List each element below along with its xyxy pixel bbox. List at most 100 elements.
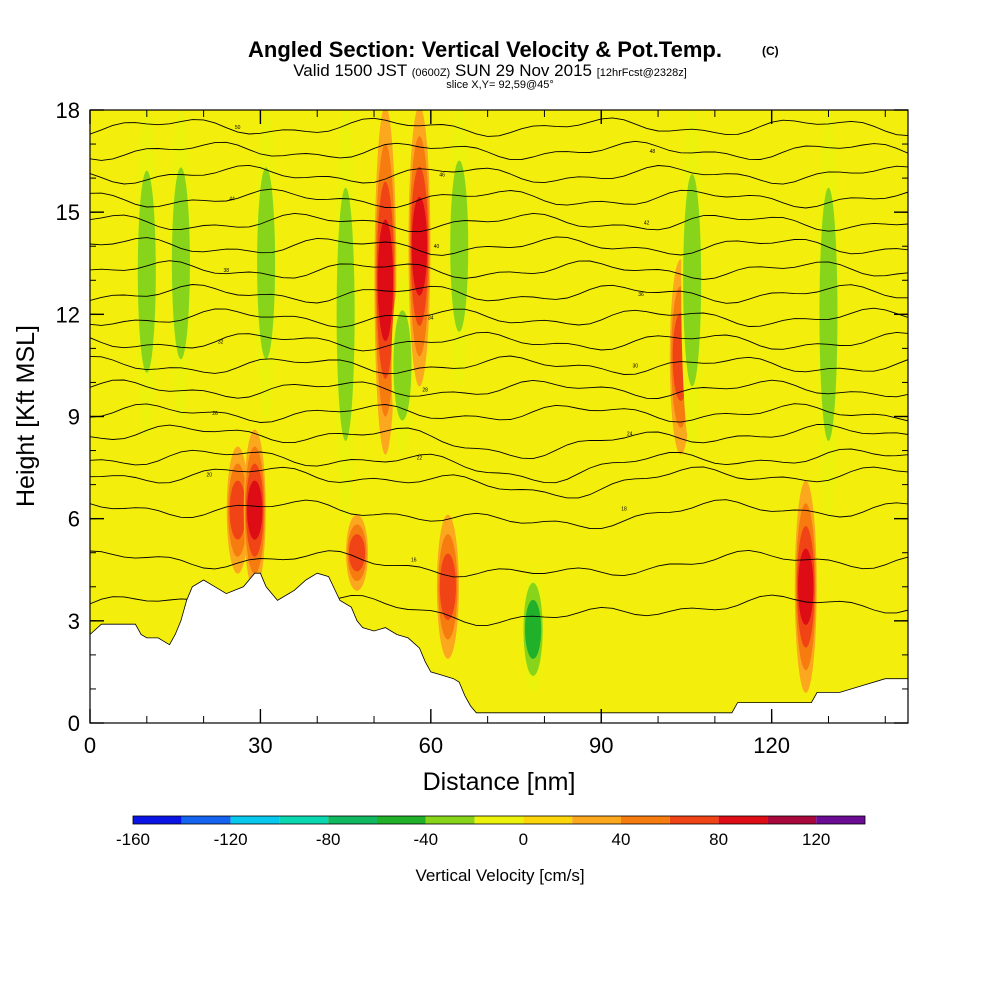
theta-contour bbox=[90, 355, 908, 375]
colorbar-swatch bbox=[328, 816, 377, 824]
theta-contour-label: 16 bbox=[411, 558, 417, 564]
velocity-cell bbox=[683, 174, 702, 387]
velocity-cell bbox=[257, 167, 276, 360]
colorbar-swatch bbox=[767, 816, 817, 824]
colorbar-swatch bbox=[816, 816, 865, 824]
colorbar-tick-label: -160 bbox=[116, 830, 150, 849]
chart-title: Angled Section: Vertical Velocity & Pot.… bbox=[248, 37, 722, 62]
colorbar-swatch bbox=[181, 816, 231, 824]
colorbar-swatch bbox=[718, 816, 768, 824]
theta-contour bbox=[90, 164, 908, 185]
chart-title-unit: (C) bbox=[762, 44, 779, 58]
theta-contour-label: 20 bbox=[207, 472, 213, 478]
y-tick-label: 3 bbox=[68, 609, 80, 634]
theta-contour bbox=[90, 212, 908, 233]
velocity-cell bbox=[819, 187, 838, 441]
velocity-cell bbox=[229, 480, 246, 540]
theta-contour bbox=[90, 403, 908, 423]
subtitle-fcst: [12hrFcst@2328z] bbox=[597, 67, 687, 79]
theta-contour-label: 44 bbox=[229, 197, 235, 203]
theta-contour-label: 22 bbox=[417, 455, 423, 461]
theta-contour bbox=[90, 140, 908, 161]
velocity-cell bbox=[348, 534, 366, 572]
velocity-cell bbox=[171, 167, 190, 360]
colorbar-ticks: -160 -120 -80 -40 0 40 80 120 bbox=[116, 830, 830, 849]
theta-contour-label: 32 bbox=[218, 340, 224, 346]
x-axis: 0 30 60 90 120 bbox=[84, 110, 886, 758]
velocity-cell bbox=[450, 160, 469, 332]
colorbar-swatch bbox=[133, 816, 182, 824]
x-tick-label: 0 bbox=[84, 733, 96, 758]
theta-contour bbox=[90, 260, 908, 280]
theta-contour-label: 48 bbox=[650, 149, 656, 155]
velocity-cell bbox=[377, 219, 394, 342]
colorbar-tick-label: 120 bbox=[802, 830, 830, 849]
theta-contour bbox=[90, 499, 908, 530]
velocity-cell bbox=[137, 170, 156, 373]
theta-contour-label: 46 bbox=[439, 173, 445, 179]
velocity-cell bbox=[336, 187, 355, 441]
colorbar-swatch bbox=[572, 816, 621, 824]
subtitle-utc: (0600Z) bbox=[412, 67, 451, 79]
chart-subtitle: Valid 1500 JST (0600Z) SUN 29 Nov 2015 [… bbox=[293, 61, 687, 80]
x-tick-label: 120 bbox=[753, 733, 790, 758]
x-axis-label: Distance [nm] bbox=[423, 768, 576, 796]
colorbar-swatch bbox=[474, 816, 524, 824]
theta-contour bbox=[90, 549, 908, 578]
theta-contour-label: 18 bbox=[621, 507, 627, 513]
theta-contour bbox=[90, 188, 908, 209]
theta-contour-label: 34 bbox=[428, 316, 434, 322]
vertical-velocity-field bbox=[135, 110, 840, 693]
y-tick-label: 9 bbox=[68, 405, 80, 430]
colorbar-label: Vertical Velocity [cm/s] bbox=[415, 866, 584, 885]
velocity-cell bbox=[247, 480, 263, 540]
subtitle-valid: Valid 1500 JST bbox=[293, 61, 407, 80]
colorbar-swatch bbox=[669, 816, 719, 824]
theta-contour bbox=[90, 448, 908, 484]
theta-contour bbox=[90, 466, 908, 499]
y-tick-label: 0 bbox=[68, 711, 80, 736]
x-tick-label: 90 bbox=[589, 733, 613, 758]
theta-contour-label: 36 bbox=[638, 292, 644, 298]
colorbar-swatch bbox=[377, 816, 426, 824]
slice-label: slice X,Y= 92,59@45° bbox=[446, 79, 554, 91]
x-tick-label: 30 bbox=[248, 733, 272, 758]
velocity-cell bbox=[798, 548, 814, 625]
theta-contour-label: 42 bbox=[644, 220, 650, 226]
theta-contour bbox=[90, 379, 908, 399]
colorbar-tick-label: -120 bbox=[214, 830, 248, 849]
colorbar-tick-label: -40 bbox=[414, 830, 439, 849]
theta-contour-label: 26 bbox=[212, 411, 218, 417]
x-tick-label: 60 bbox=[419, 733, 443, 758]
velocity-cell bbox=[524, 599, 542, 659]
theta-contour-label: 50 bbox=[235, 125, 241, 131]
colorbar bbox=[132, 815, 866, 825]
theta-contour bbox=[90, 424, 908, 460]
colorbar-swatch bbox=[523, 816, 573, 824]
colorbar-tick-label: 80 bbox=[709, 830, 728, 849]
colorbar-swatch bbox=[279, 816, 329, 824]
colorbar-tick-label: -80 bbox=[316, 830, 341, 849]
y-tick-label: 12 bbox=[56, 302, 80, 327]
theta-contour bbox=[90, 331, 908, 352]
theta-contour-label: 24 bbox=[627, 432, 633, 438]
y-tick-label: 18 bbox=[56, 98, 80, 123]
theta-contour-label: 38 bbox=[224, 268, 230, 274]
colorbar-swatch bbox=[230, 816, 280, 824]
plot-area: 14161820222426283032343638404244464850 bbox=[90, 110, 908, 723]
terrain bbox=[90, 572, 908, 723]
theta-contour bbox=[90, 307, 908, 328]
velocity-cell bbox=[411, 196, 428, 296]
colorbar-tick-label: 40 bbox=[612, 830, 631, 849]
colorbar-swatch bbox=[621, 816, 670, 824]
y-axis-label: Height [Kft MSL] bbox=[12, 325, 40, 507]
colorbar-frame bbox=[132, 815, 866, 825]
velocity-cell bbox=[393, 310, 412, 421]
theta-contour-label: 28 bbox=[422, 387, 428, 393]
colorbar-swatch bbox=[425, 816, 475, 824]
subtitle-date: SUN 29 Nov 2015 bbox=[455, 61, 592, 80]
theta-contour bbox=[90, 236, 908, 256]
y-tick-label: 6 bbox=[68, 507, 80, 532]
